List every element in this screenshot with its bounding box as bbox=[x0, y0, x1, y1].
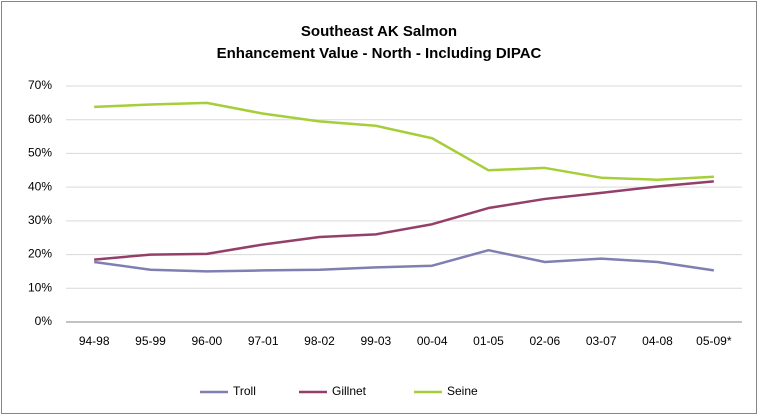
x-tick-label: 94-98 bbox=[79, 334, 110, 348]
y-tick-label: 60% bbox=[28, 112, 52, 126]
x-tick-label: 96-00 bbox=[191, 334, 222, 348]
series-line bbox=[94, 101, 714, 181]
chart-subtitle: Enhancement Value - North - Including DI… bbox=[217, 45, 542, 62]
y-tick-label: 30% bbox=[28, 213, 52, 227]
y-tick-label: 50% bbox=[28, 146, 52, 160]
x-tick-label: 95-99 bbox=[135, 334, 166, 348]
x-tick-label: 99-03 bbox=[360, 334, 391, 348]
x-tick-label: 00-04 bbox=[417, 334, 448, 348]
x-tick-label: 02-06 bbox=[529, 334, 560, 348]
y-tick-label: 20% bbox=[28, 247, 52, 261]
y-tick-label: 40% bbox=[28, 179, 52, 193]
legend-label: Troll bbox=[233, 384, 256, 398]
x-tick-label: 98-02 bbox=[304, 334, 335, 348]
x-tick-label: 97-01 bbox=[248, 334, 279, 348]
x-tick-label: 03-07 bbox=[586, 334, 617, 348]
y-tick-label: 70% bbox=[28, 78, 52, 92]
chart-title: Southeast AK Salmon bbox=[301, 23, 457, 40]
x-tick-label: 04-08 bbox=[642, 334, 673, 348]
series-line bbox=[94, 180, 714, 261]
y-tick-label: 0% bbox=[35, 314, 53, 328]
x-tick-label: 01-05 bbox=[473, 334, 504, 348]
series-line bbox=[93, 248, 715, 273]
chart-border bbox=[1, 1, 757, 414]
legend-label: Seine bbox=[447, 384, 478, 398]
legend-label: Gillnet bbox=[332, 384, 367, 398]
y-tick-label: 10% bbox=[28, 280, 52, 294]
x-tick-label: 05-09* bbox=[696, 334, 732, 348]
